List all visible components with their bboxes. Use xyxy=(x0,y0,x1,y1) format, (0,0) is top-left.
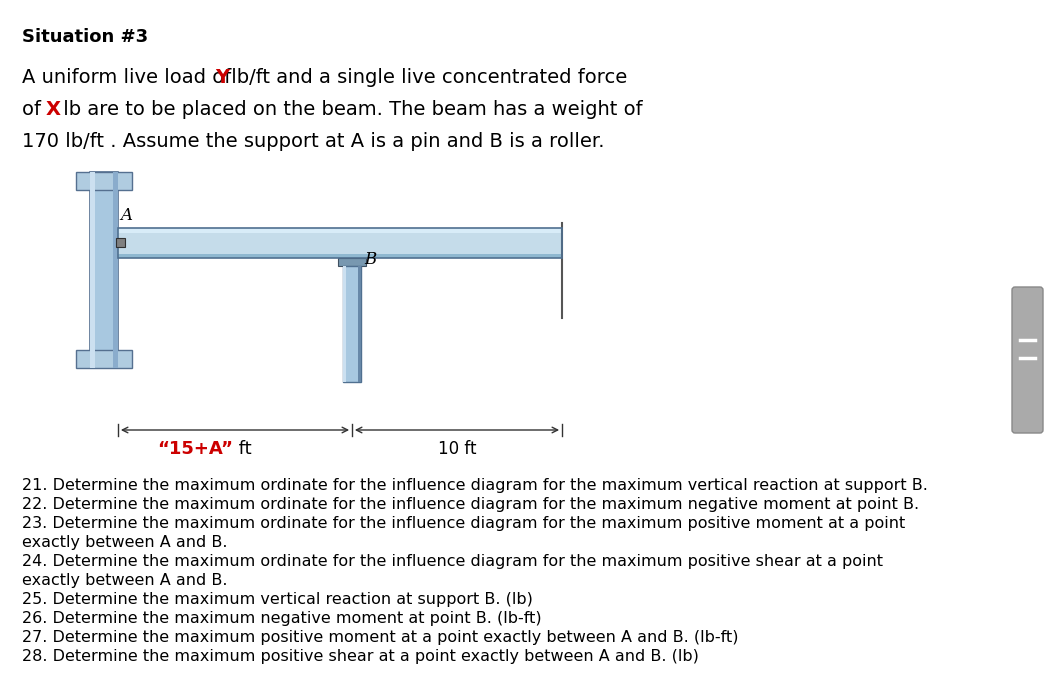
Text: 27. Determine the maximum positive moment at a point exactly between A and B. (l: 27. Determine the maximum positive momen… xyxy=(22,630,738,645)
Bar xyxy=(90,172,95,368)
Bar xyxy=(118,228,562,258)
Text: B: B xyxy=(364,251,376,268)
Text: X: X xyxy=(46,100,61,119)
Bar xyxy=(90,172,118,368)
Text: “15+A”: “15+A” xyxy=(157,440,233,458)
Text: 26. Determine the maximum negative moment at point B. (lb-ft): 26. Determine the maximum negative momen… xyxy=(22,611,541,626)
Bar xyxy=(338,258,366,266)
Text: 170 lb/ft . Assume the support at A is a pin and B is a roller.: 170 lb/ft . Assume the support at A is a… xyxy=(22,132,604,151)
Bar xyxy=(118,228,562,233)
Text: 23. Determine the maximum ordinate for the influence diagram for the maximum pos: 23. Determine the maximum ordinate for t… xyxy=(22,516,906,531)
Bar xyxy=(113,172,118,368)
Text: exactly between A and B.: exactly between A and B. xyxy=(22,535,227,550)
Bar xyxy=(343,266,346,382)
Bar xyxy=(358,266,361,382)
Text: 28. Determine the maximum positive shear at a point exactly between A and B. (lb: 28. Determine the maximum positive shear… xyxy=(22,649,699,664)
Text: 22. Determine the maximum ordinate for the influence diagram for the maximum neg: 22. Determine the maximum ordinate for t… xyxy=(22,497,919,512)
Text: lb are to be placed on the beam. The beam has a weight of: lb are to be placed on the beam. The bea… xyxy=(57,100,643,119)
Bar xyxy=(76,350,132,368)
Text: A: A xyxy=(120,207,132,224)
Text: lb/ft and a single live concentrated force: lb/ft and a single live concentrated for… xyxy=(225,68,627,87)
Text: Situation #3: Situation #3 xyxy=(22,28,148,46)
Text: 10 ft: 10 ft xyxy=(438,440,476,458)
Text: A uniform live load of: A uniform live load of xyxy=(22,68,238,87)
Bar xyxy=(118,233,562,258)
Text: ft: ft xyxy=(233,440,251,458)
Text: of: of xyxy=(22,100,47,119)
Text: Y: Y xyxy=(215,68,229,87)
Text: 24. Determine the maximum ordinate for the influence diagram for the maximum pos: 24. Determine the maximum ordinate for t… xyxy=(22,554,883,569)
Text: 21. Determine the maximum ordinate for the influence diagram for the maximum ver: 21. Determine the maximum ordinate for t… xyxy=(22,478,928,493)
Bar xyxy=(76,172,132,190)
FancyBboxPatch shape xyxy=(1012,287,1043,433)
Text: exactly between A and B.: exactly between A and B. xyxy=(22,573,227,588)
Bar xyxy=(116,238,125,247)
Bar xyxy=(343,266,361,382)
Text: 25. Determine the maximum vertical reaction at support B. (lb): 25. Determine the maximum vertical react… xyxy=(22,592,533,607)
Bar xyxy=(118,254,562,258)
